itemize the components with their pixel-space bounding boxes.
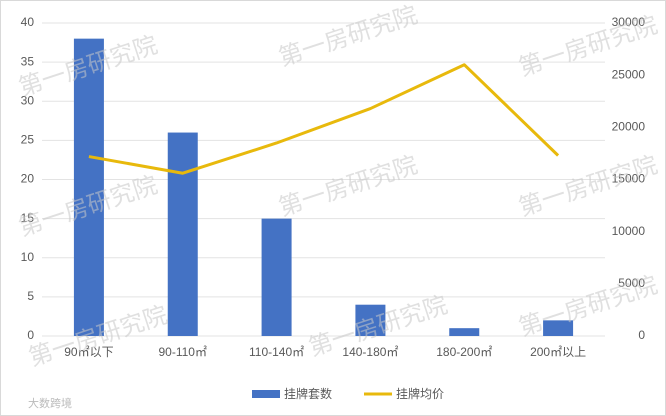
- logo: 大数跨境: [28, 396, 72, 410]
- y-tick-label: 20: [21, 172, 35, 186]
- y-tick-label: 25: [21, 133, 35, 147]
- x-tick-label: 90-110㎡: [159, 345, 207, 359]
- y2-tick-label: 20000: [612, 120, 646, 134]
- y2-tick-label: 0: [638, 328, 645, 342]
- y-tick-label: 5: [27, 289, 34, 303]
- y-tick-label: 30: [21, 93, 35, 107]
- x-tick-label: 110-140㎡: [249, 345, 304, 359]
- line: [88, 63, 560, 175]
- y-tick-label: 35: [21, 54, 35, 68]
- bar: [543, 320, 574, 336]
- bar: [261, 218, 292, 336]
- legend-label: 挂牌均价: [396, 387, 444, 401]
- y2-tick-label: 30000: [612, 15, 646, 29]
- y-tick-label: 40: [21, 15, 35, 29]
- y2-tick-label: 25000: [612, 67, 646, 81]
- x-tick-label: 180-200㎡: [436, 345, 492, 359]
- bar: [449, 328, 480, 336]
- y2-tick-label: 15000: [612, 172, 646, 186]
- y-tick-label: 15: [21, 211, 35, 225]
- x-tick-label: 90㎡以下: [64, 345, 113, 359]
- x-tick-label: 140-180㎡: [342, 345, 398, 359]
- bar: [355, 304, 386, 336]
- x-tick-label: 200㎡以上: [530, 345, 586, 359]
- legend-label: 挂牌套数: [284, 386, 332, 401]
- bar: [73, 38, 104, 337]
- y-tick-label: 0: [27, 328, 34, 342]
- y-tick-label: 10: [21, 250, 35, 264]
- legend-swatch: [252, 390, 280, 398]
- bar: [167, 132, 198, 336]
- y2-tick-label: 10000: [612, 224, 646, 238]
- y2-tick-label: 5000: [618, 276, 645, 290]
